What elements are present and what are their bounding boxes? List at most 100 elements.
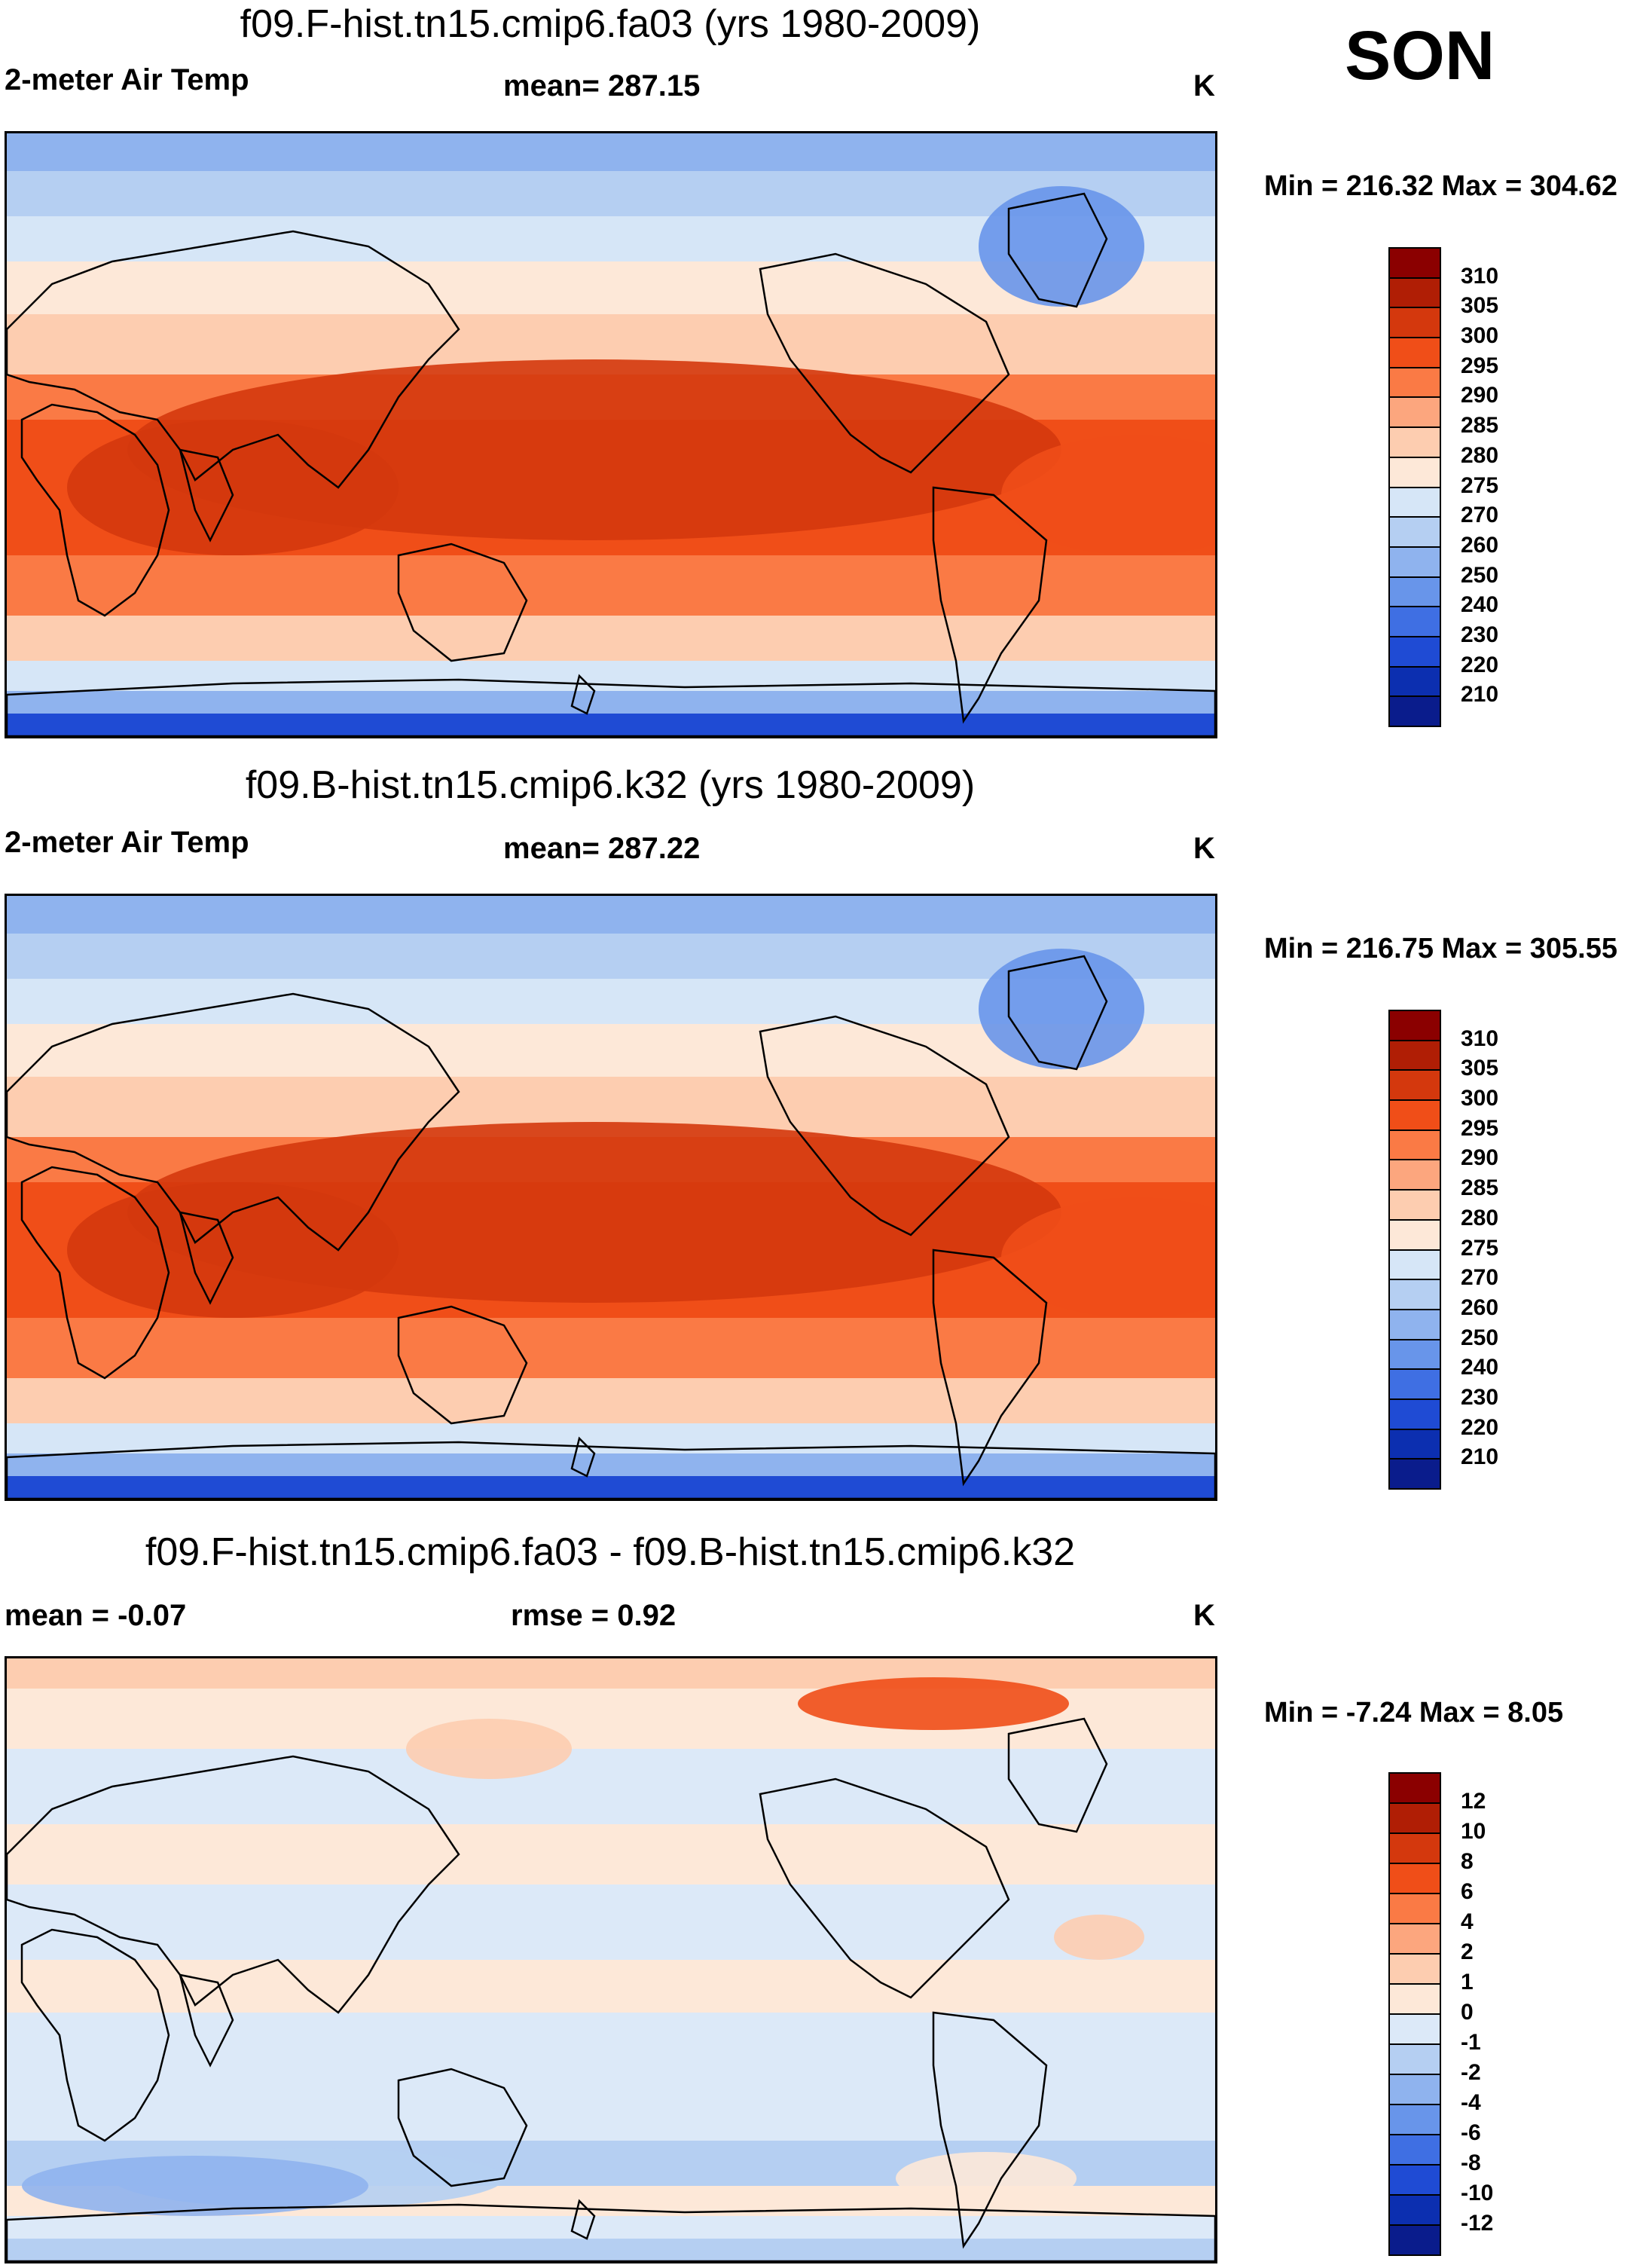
coastline-antarctica	[7, 678, 1215, 736]
panel-3-map	[5, 1656, 1217, 2263]
colorbar-cell	[1388, 426, 1441, 458]
map-svg	[7, 133, 1215, 736]
colorbar-tick-label: 6	[1461, 1879, 1474, 1904]
panel-1-mean-label: mean= 287.15	[503, 69, 701, 102]
colorbar-cell	[1388, 2224, 1441, 2256]
map-band	[7, 555, 1215, 616]
colorbar-tick-label: 220	[1461, 652, 1499, 677]
coastline-india	[179, 1973, 234, 2068]
panel-3-mean-label: mean = -0.07	[5, 1599, 187, 1632]
panel-1-variable-label: 2-meter Air Temp	[5, 63, 249, 96]
coastline-india	[179, 1211, 234, 1305]
colorbar-cell	[1388, 516, 1441, 548]
colorbar-cell	[1388, 1159, 1441, 1191]
colorbar-tick-label: 260	[1461, 1294, 1499, 1320]
colorbar-cell	[1388, 366, 1441, 399]
colorbar-tick-label: 285	[1461, 413, 1499, 439]
colorbar-cell	[1388, 606, 1441, 637]
colorbar-tick-label: 280	[1461, 442, 1499, 468]
colorbar-tick-label: 240	[1461, 592, 1499, 618]
panel-2-colorbar: 310 305 300 295 290 285 280 275 270 260 250 240 230 2…	[1388, 1010, 1539, 1490]
colorbar-cell	[1388, 1189, 1441, 1221]
map-blob	[67, 1182, 399, 1318]
colorbar-tick-label: 280	[1461, 1205, 1499, 1230]
colorbar-tick-label: 4	[1461, 1909, 1474, 1934]
colorbar-cell	[1388, 2194, 1441, 2226]
panel-2-map	[5, 894, 1217, 1501]
panel-3-units-label: K	[1193, 1599, 1215, 1632]
colorbar-cell	[1388, 1129, 1441, 1161]
colorbar-cell	[1388, 635, 1441, 668]
panel-1-map	[5, 131, 1217, 738]
panel-1-units-label: K	[1193, 69, 1215, 102]
map-blob	[979, 949, 1144, 1069]
map-blob	[406, 1719, 572, 1779]
colorbar-cell	[1388, 1279, 1441, 1310]
colorbar-cell	[1388, 486, 1441, 518]
colorbar-tick-label: 275	[1461, 1235, 1499, 1261]
colorbar-tick-label: 270	[1461, 1265, 1499, 1291]
map-band	[7, 1453, 1215, 1476]
colorbar-cell	[1388, 1039, 1441, 1071]
colorbar-tick-label: 275	[1461, 472, 1499, 498]
colorbar-tick-label: 300	[1461, 1086, 1499, 1111]
coastline-samerica	[932, 486, 1048, 724]
panel-1-colorbar: 310 305 300 295 290 285 280 275 270 260 250 240 230 2…	[1388, 247, 1539, 727]
colorbar-tick-label: 250	[1461, 562, 1499, 588]
colorbar-tick-label: 210	[1461, 1444, 1499, 1470]
map-blob	[1001, 1197, 1215, 1318]
season-label: SON	[1345, 17, 1495, 94]
colorbar-tick-label: 305	[1461, 293, 1499, 319]
panel-3-colorbar: 12 10 8 6 4 2 1 0 -1 -2 -4 -6 -8 -10 -12	[1388, 1772, 1539, 2256]
panel-1-title: f09.F-hist.tn15.cmip6.fa03 (yrs 1980-200…	[240, 2, 981, 46]
coastline-india	[179, 448, 234, 543]
map-band	[7, 2013, 1215, 2080]
map-band	[7, 1318, 1215, 1378]
colorbar-cell	[1388, 396, 1441, 429]
colorbar-tick-label: 230	[1461, 622, 1499, 647]
panel-2-variable-label: 2-meter Air Temp	[5, 826, 249, 859]
map-blob	[896, 2152, 1077, 2205]
coastline-africa	[20, 1928, 170, 2142]
map-band	[7, 2080, 1215, 2141]
colorbar-cell	[1388, 2104, 1441, 2135]
colorbar-tick-label: 10	[1461, 1819, 1486, 1844]
coastline-eurasia	[7, 1755, 460, 2014]
map-band	[7, 2239, 1215, 2261]
coastline-antarctica	[7, 2203, 1215, 2261]
colorbar-tick-label: 1	[1461, 1970, 1474, 1994]
colorbar-cell	[1388, 1338, 1441, 1371]
colorbar-tick-label: 310	[1461, 1025, 1499, 1051]
colorbar-cell	[1388, 1832, 1441, 1864]
colorbar-cell	[1388, 1428, 1441, 1460]
colorbar-tick-label: 12	[1461, 1789, 1486, 1814]
colorbar-cell	[1388, 1772, 1441, 1804]
colorbar-cell	[1388, 1893, 1441, 1924]
colorbar-cell	[1388, 2043, 1441, 2075]
colorbar-tick-label: 310	[1461, 263, 1499, 289]
colorbar-cell	[1388, 695, 1441, 727]
panel-1-minmax-label: Min = 216.32 Max = 304.62	[1264, 170, 1617, 202]
coastline-greenland	[1007, 192, 1108, 308]
colorbar-tick-label: 210	[1461, 682, 1499, 708]
colorbar-tick-label: -4	[1461, 2090, 1481, 2115]
map-blob	[1054, 1915, 1144, 1960]
colorbar-tick-label: 220	[1461, 1414, 1499, 1440]
map-svg	[7, 896, 1215, 1499]
coastline-nz	[570, 674, 596, 715]
colorbar-tick-label: -8	[1461, 2150, 1481, 2175]
colorbar-cell	[1388, 307, 1441, 339]
colorbar-tick-label: 295	[1461, 353, 1499, 378]
map-blob	[22, 2156, 368, 2216]
colorbar-tick-label: 8	[1461, 1849, 1474, 1874]
colorbar-cell	[1388, 247, 1441, 279]
coastline-namerica	[759, 1777, 1010, 1999]
coastline-australia	[397, 1305, 528, 1425]
map-blob	[979, 186, 1144, 307]
coastline-greenland	[1007, 1717, 1108, 1833]
colorbar-cell	[1388, 1983, 1441, 2015]
colorbar-tick-label: 250	[1461, 1325, 1499, 1350]
colorbar-cell	[1388, 1802, 1441, 1834]
colorbar-cell	[1388, 2164, 1441, 2196]
colorbar-cell	[1388, 1368, 1441, 1400]
